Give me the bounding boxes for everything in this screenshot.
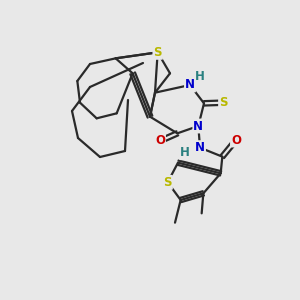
Text: N: N xyxy=(185,79,195,92)
Text: H: H xyxy=(195,70,205,83)
Text: O: O xyxy=(155,134,165,148)
Text: O: O xyxy=(231,134,241,146)
Text: N: N xyxy=(193,119,203,133)
Text: S: S xyxy=(219,96,228,109)
Text: N: N xyxy=(195,141,205,154)
Text: S: S xyxy=(153,46,162,59)
Text: H: H xyxy=(180,146,190,159)
Text: S: S xyxy=(164,176,172,189)
